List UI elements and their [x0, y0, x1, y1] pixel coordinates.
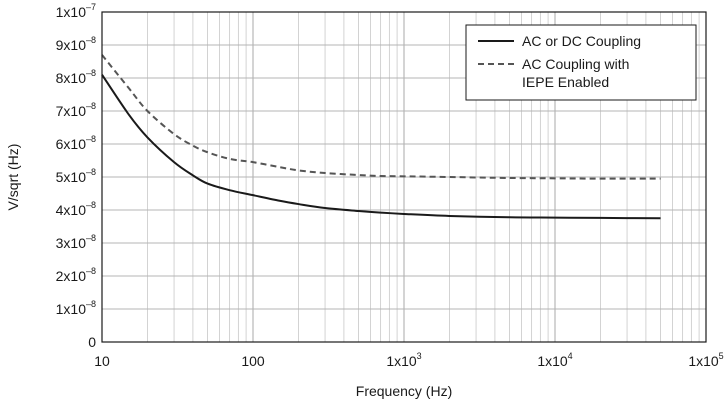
y-tick-label: 4x10–8 — [56, 200, 96, 218]
y-tick-label: 5x10–8 — [56, 167, 96, 185]
legend-label-dashed-line1: AC Coupling with — [522, 56, 629, 72]
x-tick-label: 1x103 — [386, 351, 421, 369]
y-tick-label: 9x10–8 — [56, 35, 96, 53]
x-tick-label: 1x105 — [688, 351, 723, 369]
plot-area-frame — [101, 11, 707, 343]
y-tick-label: 1x10–7 — [56, 2, 96, 20]
y-tick-label: 1x10–8 — [56, 299, 96, 317]
x-tick-label: 100 — [241, 353, 265, 369]
y-tick-label: 3x10–8 — [56, 233, 96, 251]
y-axis-title: V/sqrt (Hz) — [5, 144, 21, 211]
legend-label-dashed-line2: IEPE Enabled — [522, 74, 609, 90]
y-tick-label: 7x10–8 — [56, 101, 96, 119]
legend: AC or DC Coupling AC Coupling with IEPE … — [465, 24, 697, 101]
y-tick-labels: 0 1x10–8 2x10–8 3x10–8 4x10–8 5x10–8 6x10–8 7x1… — [56, 2, 97, 350]
y-tick-label: 2x10–8 — [56, 266, 96, 284]
y-tick-label: 8x10–8 — [56, 68, 96, 86]
legend-label-solid: AC or DC Coupling — [522, 33, 641, 49]
x-tick-labels: 10 100 1x103 1x104 1x105 — [94, 351, 723, 369]
legend-box — [465, 24, 697, 101]
x-axis-title: Frequency (Hz) — [356, 383, 452, 399]
x-tick-label: 10 — [94, 353, 110, 369]
series-line-ac-dc — [101, 74, 661, 220]
series-group — [101, 54, 661, 220]
x-tick-label: 1x104 — [537, 351, 572, 369]
y-tick-label: 0 — [88, 334, 96, 350]
y-tick-label: 6x10–8 — [56, 134, 96, 152]
